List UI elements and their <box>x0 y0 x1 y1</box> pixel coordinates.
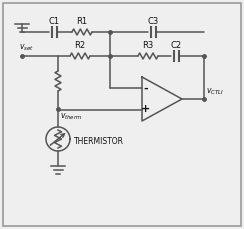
Text: THERMISTOR: THERMISTOR <box>74 136 124 145</box>
Text: $v_{CTLI}$: $v_{CTLI}$ <box>206 87 224 97</box>
Text: -: - <box>144 84 148 94</box>
Text: R1: R1 <box>76 17 88 26</box>
FancyBboxPatch shape <box>3 3 241 226</box>
Text: $v_{set}$: $v_{set}$ <box>19 43 34 53</box>
Text: +: + <box>141 104 151 114</box>
Text: C3: C3 <box>147 17 159 26</box>
Text: R2: R2 <box>74 41 86 50</box>
Text: C1: C1 <box>49 17 60 26</box>
Text: $v_{therm}$: $v_{therm}$ <box>60 111 82 122</box>
Text: C2: C2 <box>171 41 182 50</box>
Text: R3: R3 <box>142 41 154 50</box>
